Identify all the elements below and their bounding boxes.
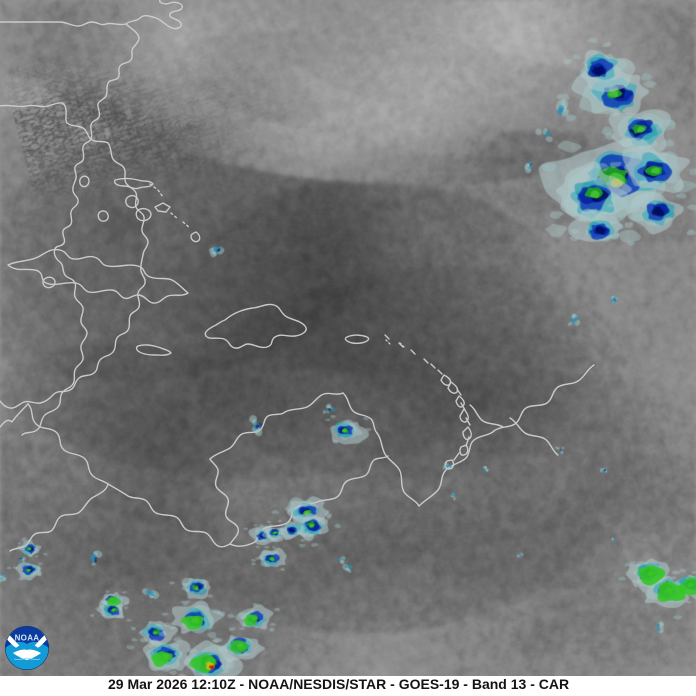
svg-text:NOAA: NOAA xyxy=(15,634,40,643)
